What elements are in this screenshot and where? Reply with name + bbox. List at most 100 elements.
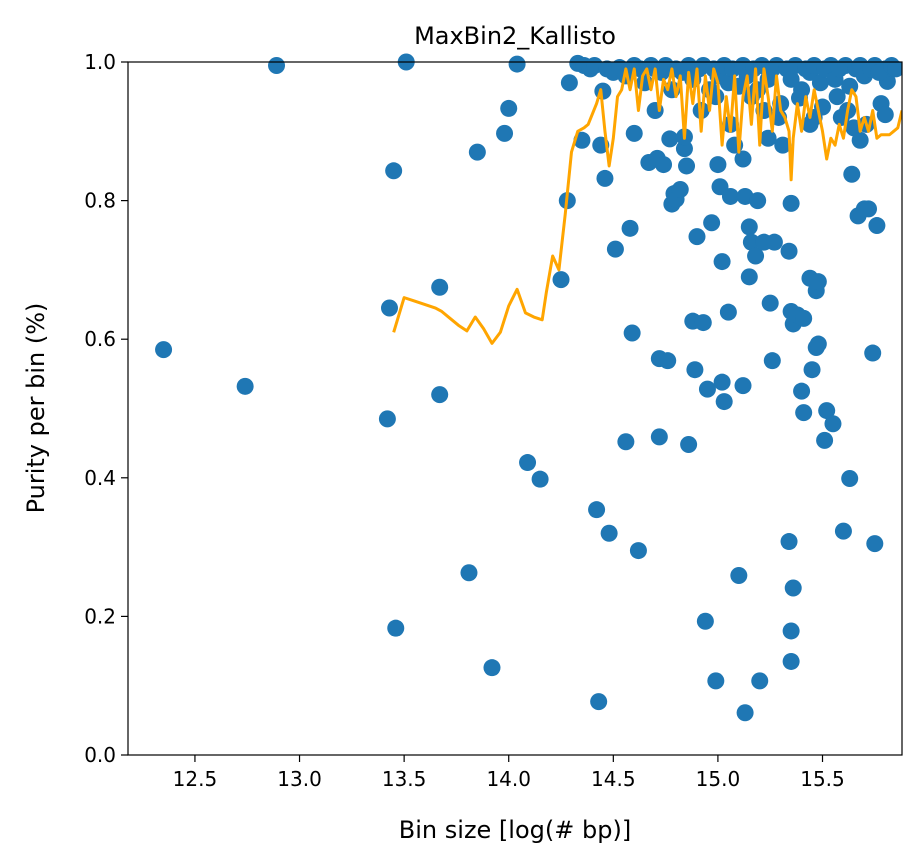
data-point: [707, 672, 725, 690]
data-point: [694, 314, 712, 332]
data-point: [617, 433, 635, 451]
data-point: [675, 140, 693, 158]
data-point: [500, 99, 518, 117]
data-point: [782, 652, 800, 670]
data-point: [730, 567, 748, 585]
data-point: [155, 341, 173, 359]
data-point: [742, 233, 760, 251]
data-point: [719, 303, 737, 321]
data-point: [483, 659, 501, 677]
data-point: [860, 200, 878, 218]
data-point: [625, 124, 643, 142]
data-point: [864, 344, 882, 362]
data-point: [759, 129, 777, 147]
data-point: [761, 294, 779, 312]
data-point: [774, 136, 792, 154]
x-tick-label: 15.5: [800, 767, 845, 791]
data-point: [659, 352, 677, 370]
data-point: [629, 542, 647, 560]
data-point: [688, 228, 706, 246]
data-point: [686, 361, 704, 379]
data-point: [590, 693, 608, 711]
data-point: [380, 299, 398, 317]
data-point: [431, 386, 449, 404]
data-point: [600, 524, 618, 542]
data-point: [519, 454, 537, 472]
data-point: [385, 162, 403, 180]
data-point: [508, 55, 526, 73]
data-point: [818, 402, 836, 420]
data-point: [765, 233, 783, 251]
data-point: [678, 157, 696, 175]
y-tick-label: 0.8: [84, 189, 116, 213]
data-point: [661, 130, 679, 148]
y-axis-ticks: 0.0 0.2 0.4 0.6 0.8 1.0: [84, 50, 128, 767]
data-point: [560, 74, 578, 92]
data-point: [721, 187, 739, 205]
trend-line: [392, 67, 902, 345]
data-point: [851, 131, 869, 149]
data-point: [763, 352, 781, 370]
data-point: [751, 672, 769, 690]
x-axis-ticks: 12.5 13.0 13.5 14.0 14.5 15.0 15.5: [173, 755, 845, 791]
data-point: [795, 309, 813, 327]
data-point: [709, 156, 727, 174]
data-point: [588, 501, 606, 519]
data-point: [866, 535, 884, 553]
y-tick-label: 0.2: [84, 604, 116, 628]
data-point: [793, 382, 811, 400]
data-point: [460, 564, 478, 582]
y-tick-label: 0.6: [84, 327, 116, 351]
data-point: [828, 88, 846, 106]
data-point: [680, 436, 698, 454]
data-point: [780, 242, 798, 260]
data-point: [809, 335, 827, 353]
data-point: [671, 181, 689, 199]
x-tick-label: 15.0: [696, 767, 741, 791]
plot-area: [155, 53, 902, 722]
chart-title: MaxBin2_Kallisto: [414, 22, 616, 50]
data-point: [621, 219, 639, 237]
y-axis-label: Purity per bin (%): [22, 303, 50, 514]
data-point: [650, 428, 668, 446]
data-point: [623, 324, 641, 342]
data-point: [734, 150, 752, 168]
data-point: [749, 192, 767, 210]
data-point: [698, 380, 716, 398]
y-tick-label: 0.0: [84, 743, 116, 767]
data-point: [655, 156, 673, 174]
data-point: [834, 522, 852, 540]
data-point: [795, 404, 813, 422]
data-point: [782, 70, 800, 88]
data-point: [793, 81, 811, 99]
axes-frame: [127, 61, 903, 756]
data-point: [268, 56, 286, 74]
data-point: [747, 247, 765, 265]
data-point: [809, 273, 827, 291]
data-point: [803, 361, 821, 379]
data-point: [236, 377, 254, 395]
data-point: [887, 60, 902, 78]
data-point: [596, 169, 614, 187]
data-point: [811, 74, 829, 92]
data-point: [824, 415, 842, 433]
data-point: [606, 240, 624, 258]
data-point: [468, 143, 486, 161]
data-point: [703, 214, 721, 232]
x-tick-label: 14.0: [486, 767, 531, 791]
data-point: [734, 377, 752, 395]
data-point: [870, 63, 888, 81]
data-point: [841, 469, 859, 487]
data-point: [696, 612, 714, 630]
data-point: [496, 124, 514, 142]
data-point: [868, 217, 886, 235]
data-point: [816, 431, 834, 449]
data-point: [378, 410, 396, 428]
data-point: [531, 470, 549, 488]
x-tick-label: 12.5: [173, 767, 218, 791]
y-tick-label: 1.0: [84, 50, 116, 74]
data-point: [387, 619, 405, 637]
data-point: [780, 533, 798, 551]
data-point: [801, 115, 819, 133]
data-point: [552, 271, 570, 289]
